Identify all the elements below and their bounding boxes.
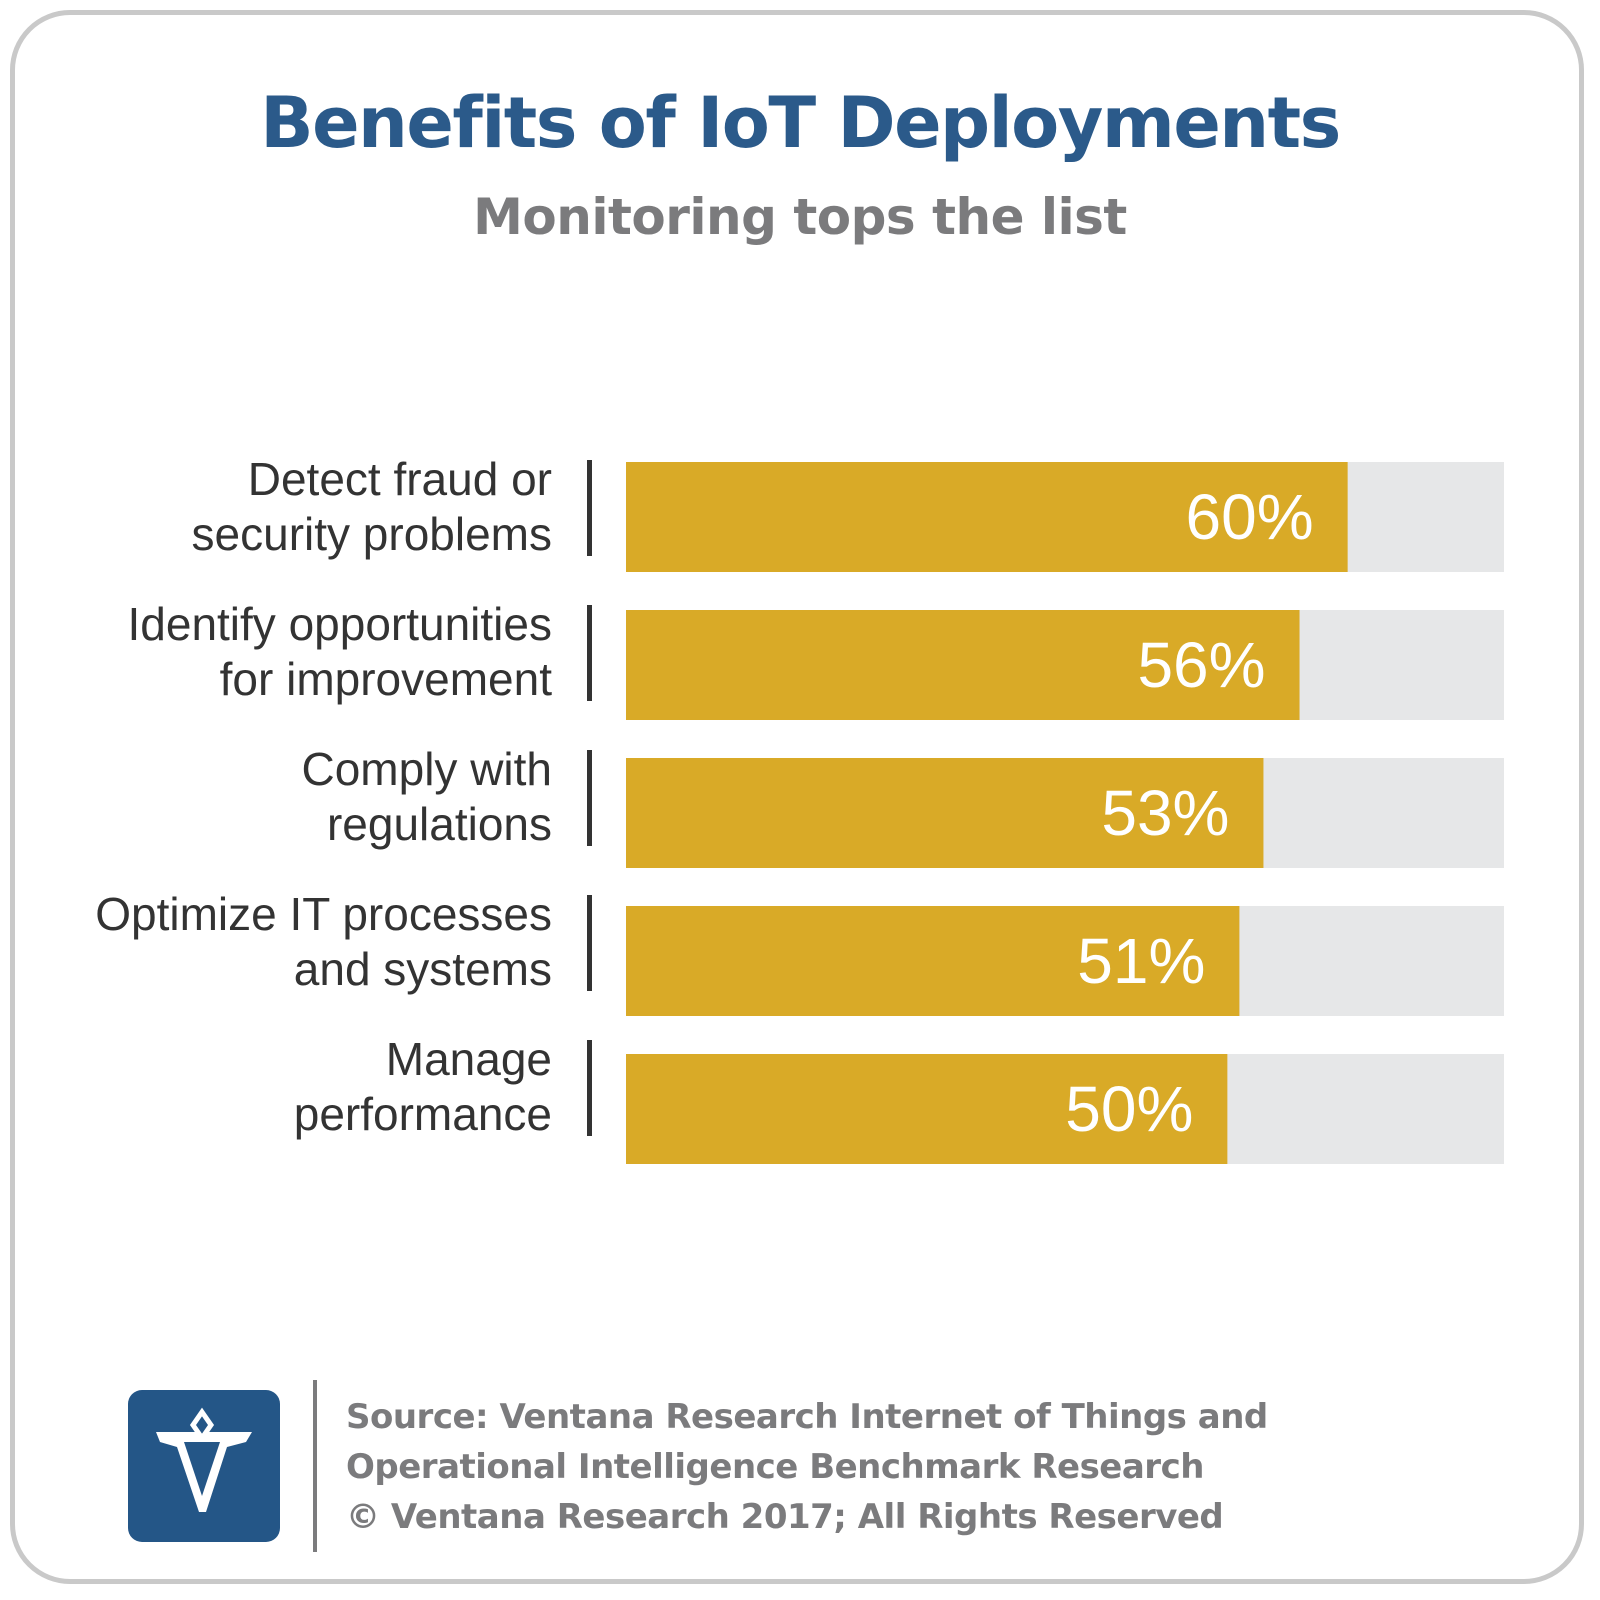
bar-value-label: 56% (1137, 629, 1265, 701)
bar (626, 906, 1240, 1016)
source-line: Operational Intelligence Benchmark Resea… (346, 1447, 1204, 1487)
bar (626, 1054, 1228, 1164)
bar (626, 610, 1300, 720)
category-label: Optimize IT processes and systems (60, 887, 552, 997)
bar-value-label: 60% (1186, 481, 1314, 553)
category-label-line: for improvement (219, 653, 552, 705)
category-label-line: regulations (326, 798, 552, 850)
category-label-line: Identify opportunities (127, 598, 553, 650)
bar-value-label: 50% (1065, 1073, 1193, 1145)
category-tick-line (587, 1040, 592, 1136)
ventana-v-logo-icon (128, 1390, 280, 1542)
category-tick-line (587, 460, 592, 556)
category-label-line: security problems (191, 508, 552, 560)
chart-subtitle: Monitoring tops the list (473, 188, 1127, 246)
category-label-line: Manage (385, 1033, 552, 1085)
source-line: © Ventana Research 2017; All Rights Rese… (346, 1497, 1224, 1537)
bar (626, 758, 1264, 868)
bar-value-label: 53% (1101, 777, 1229, 849)
category-tick-line (587, 750, 592, 846)
bar (626, 462, 1348, 572)
chart-title: Benefits of IoT Deployments (260, 82, 1341, 164)
category-label-line: Optimize IT processes (95, 888, 552, 940)
bar-value-label: 51% (1077, 925, 1205, 997)
category-label-line: performance (293, 1088, 552, 1140)
footer-divider (313, 1380, 317, 1552)
category-label-line: Comply with (301, 743, 552, 795)
category-label: Identify opportunities for improvement (60, 597, 553, 707)
category-label: Manage performance (60, 1032, 552, 1142)
category-tick-line (587, 895, 592, 991)
source-line: Source: Ventana Research Internet of Thi… (346, 1397, 1268, 1437)
category-label: Detect fraud or security problems (60, 452, 552, 562)
category-label-line: and systems (293, 943, 552, 995)
source-text: Source: Ventana Research Internet of Thi… (346, 1392, 1268, 1542)
category-label: Comply with regulations (60, 742, 552, 852)
category-tick-line (587, 605, 592, 701)
category-label-line: Detect fraud or (247, 453, 552, 505)
